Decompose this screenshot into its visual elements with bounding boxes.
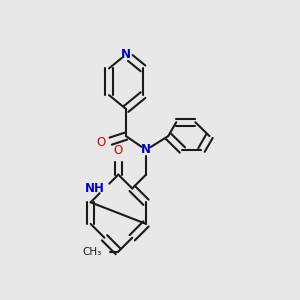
Text: N: N — [141, 143, 151, 157]
Text: N: N — [121, 48, 131, 61]
Text: O: O — [96, 136, 105, 149]
Text: NH: NH — [85, 182, 104, 195]
Text: O: O — [114, 144, 123, 157]
Text: CH₃: CH₃ — [82, 247, 101, 256]
